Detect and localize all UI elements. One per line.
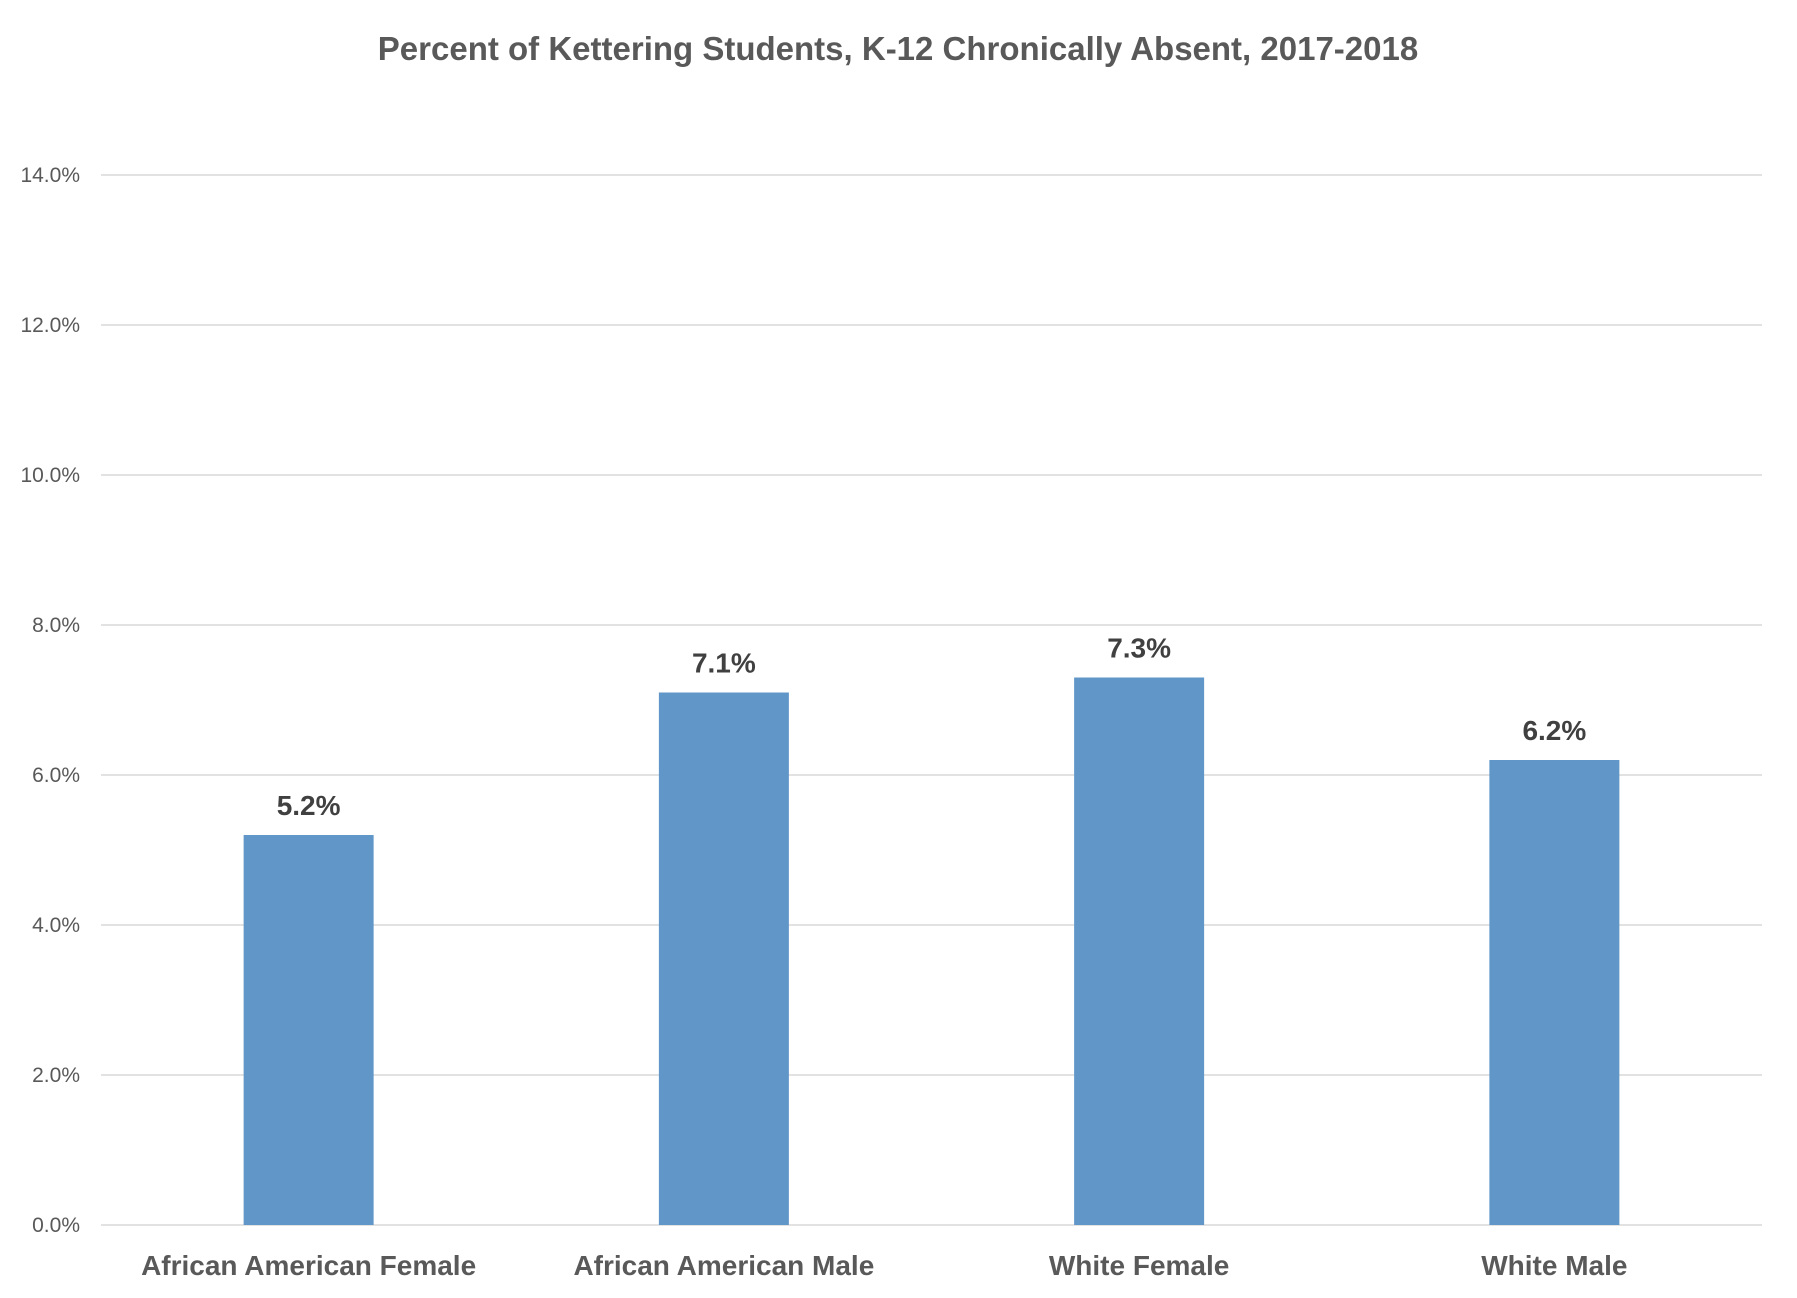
data-label: 6.2% [1522,715,1586,746]
bar [243,835,374,1225]
data-label: 7.1% [692,648,756,679]
x-tick-label: African American Male [573,1250,874,1281]
y-tick-label: 2.0% [32,1064,80,1087]
y-tick-label: 6.0% [32,764,80,787]
y-tick-label: 4.0% [32,914,80,937]
gridlines [101,174,1762,1076]
bar [1074,677,1205,1225]
y-tick-label: 10.0% [20,464,80,487]
chart-title: Percent of Kettering Students, K-12 Chro… [378,30,1418,67]
labels: 0.0% 2.0% 4.0% 6.0% 8.0% 10.0% 12.0% 14.0% 5.2% A… [20,164,1627,1281]
data-label: 5.2% [277,790,341,821]
y-tick-label: 0.0% [32,1214,80,1237]
x-tick-label: White Male [1481,1250,1627,1281]
bar [1489,760,1620,1225]
x-tick-label: African American Female [141,1250,476,1281]
x-tick-label: White Female [1049,1250,1229,1281]
y-tick-label: 14.0% [20,164,80,187]
bar [658,692,789,1225]
y-tick-label: 12.0% [20,314,80,337]
bars [243,677,1620,1225]
data-label: 7.3% [1107,633,1171,664]
y-tick-label: 8.0% [32,614,80,637]
